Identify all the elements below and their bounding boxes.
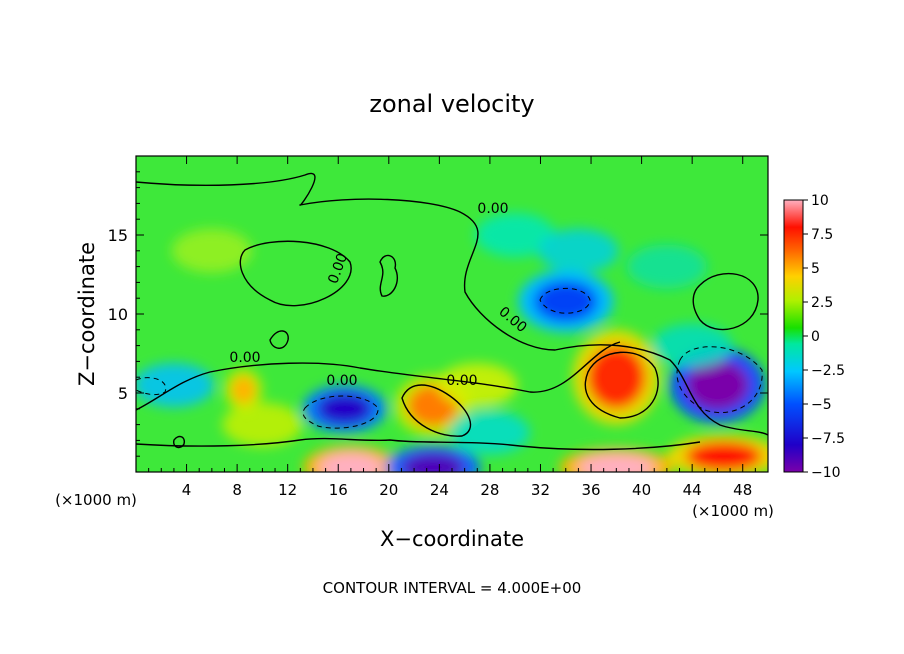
heat-blob	[316, 393, 373, 425]
y-axis: 5 10 15	[108, 171, 768, 457]
y-tick-label: 10	[108, 305, 128, 324]
contour-label: 0.00	[446, 373, 477, 389]
y-tick-label: 15	[108, 226, 128, 245]
x-tick-label: 32	[531, 481, 550, 499]
contour-line	[584, 351, 659, 419]
heat-texture	[136, 363, 214, 408]
heat-blob	[578, 454, 655, 472]
x-tick-label: 48	[733, 481, 752, 499]
colorbar: 10 7.5 5 2.5 0 −2.5 −5 −7.5 −10	[783, 193, 845, 481]
colorbar-tick-label: −10	[811, 465, 841, 481]
heat-blob	[685, 441, 762, 471]
heat-blob	[319, 453, 383, 472]
heat-texture	[171, 228, 252, 273]
colorbar-tick-label: 2.5	[811, 295, 833, 311]
contour-line	[692, 272, 759, 331]
y-tick-label: 5	[118, 384, 128, 403]
x-axis: 4 8 12 16 20 24 28 32 36 40 44 48	[148, 156, 756, 499]
contour-line	[136, 341, 621, 411]
contour-line	[302, 395, 379, 429]
x-tick-label: 36	[581, 481, 600, 499]
zero-contours	[136, 172, 768, 451]
heat-texture	[626, 244, 707, 289]
contour-line	[239, 240, 352, 307]
contour-line	[136, 377, 167, 396]
x-tick-label: 24	[430, 481, 449, 499]
contour-line	[539, 287, 591, 314]
x-tick-label: 12	[278, 481, 297, 499]
heat-blob	[587, 345, 646, 409]
colorbar-gradient	[783, 199, 804, 473]
heat-texture	[475, 213, 556, 257]
heat-texture	[538, 228, 619, 273]
x-tick-label: 20	[379, 481, 398, 499]
x-tick-label: 8	[232, 481, 242, 499]
x-axis-label: X−coordinate	[380, 527, 524, 551]
contour-line	[269, 330, 289, 349]
heat-texture	[222, 402, 303, 447]
heat-blob	[401, 453, 465, 472]
colorbar-tick-label: 10	[811, 193, 829, 209]
x-unit-right: (×1000 m)	[692, 502, 774, 520]
heat-texture	[652, 323, 733, 368]
colorbar-tick-label: 0	[811, 329, 820, 345]
contour-line	[173, 435, 186, 449]
colorbar-tick-label: −5	[811, 397, 832, 413]
contour-line	[136, 437, 701, 451]
x-tick-label: 4	[182, 481, 192, 499]
y-axis-label: Z−coordinate	[75, 242, 99, 386]
contour-interval-note: CONTOUR INTERVAL = 4.000E+00	[323, 579, 582, 597]
plot-area: 0.000.000.000.00 0.000.00	[136, 156, 768, 472]
colorbar-tick-label: 5	[811, 261, 820, 277]
heat-texture	[437, 363, 518, 408]
x-tick-label: 44	[683, 481, 702, 499]
colorbar-tick-label: −7.5	[811, 431, 845, 447]
contour-label: 0.00	[477, 201, 508, 217]
colorbar-ticks: 10 7.5 5 2.5 0 −2.5 −5 −7.5 −10	[803, 193, 845, 481]
x-tick-label: 40	[632, 481, 651, 499]
x-tick-label: 16	[329, 481, 348, 499]
heat-blob	[534, 280, 598, 322]
x-unit-left: (×1000 m)	[55, 491, 137, 509]
chart-title: zonal velocity	[369, 90, 534, 118]
colorbar-tick-label: −2.5	[811, 363, 845, 379]
contour-line	[379, 254, 399, 297]
contour-label: 0.00	[229, 350, 260, 366]
contour-line	[136, 172, 768, 436]
x-tick-label: 28	[480, 481, 499, 499]
heat-texture	[449, 410, 530, 455]
heat-blob	[685, 359, 750, 411]
colorbar-tick-label: 7.5	[811, 227, 833, 243]
heat-blob	[230, 375, 257, 405]
contour-line	[676, 346, 763, 414]
negative-contours	[136, 287, 763, 429]
contour-label: 0.00	[326, 373, 357, 389]
contour-line	[401, 384, 472, 437]
